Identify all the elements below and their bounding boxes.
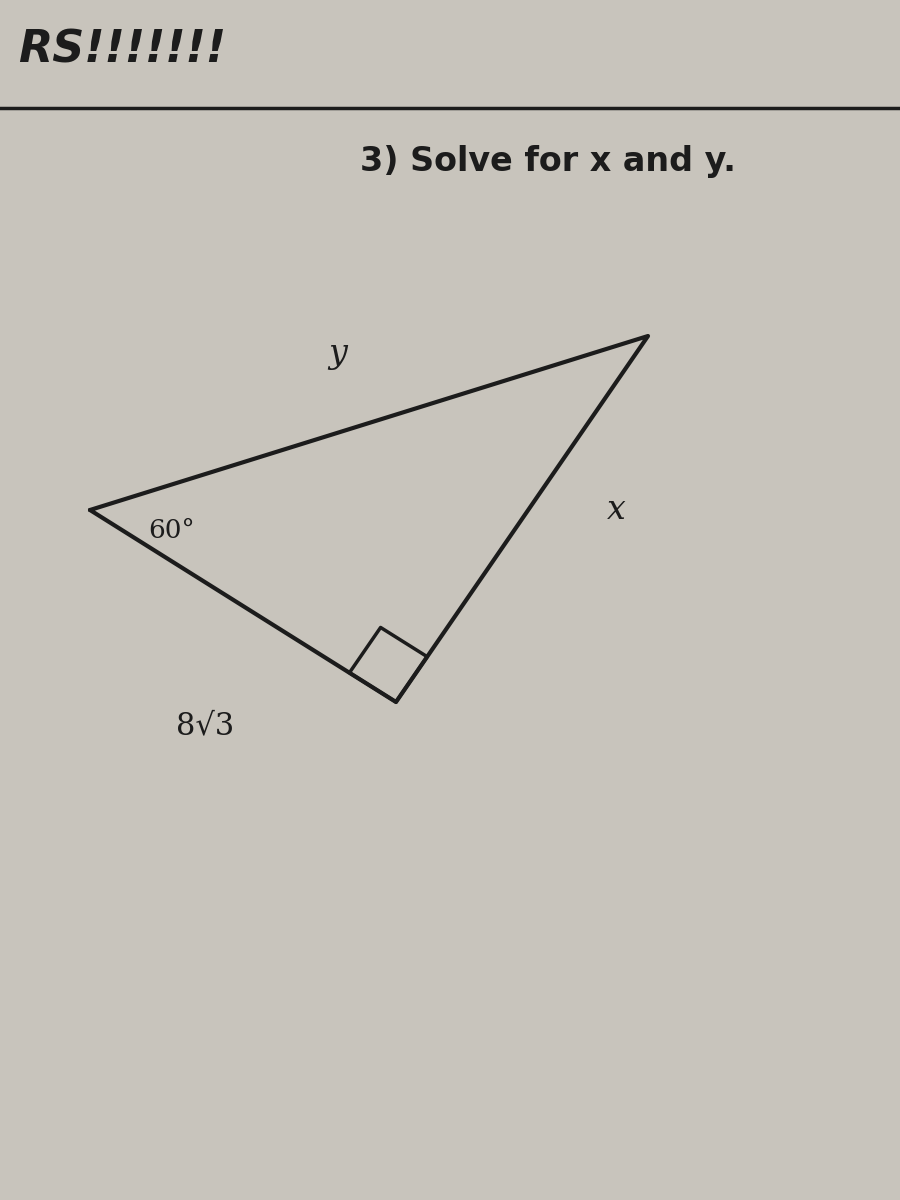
Text: y: y <box>328 338 346 370</box>
Text: 3) Solve for x and y.: 3) Solve for x and y. <box>360 145 736 179</box>
Text: 8√3: 8√3 <box>176 710 234 742</box>
Text: x: x <box>608 494 625 526</box>
Text: 60°: 60° <box>148 518 195 542</box>
Text: RS!!!!!!!: RS!!!!!!! <box>18 29 226 72</box>
